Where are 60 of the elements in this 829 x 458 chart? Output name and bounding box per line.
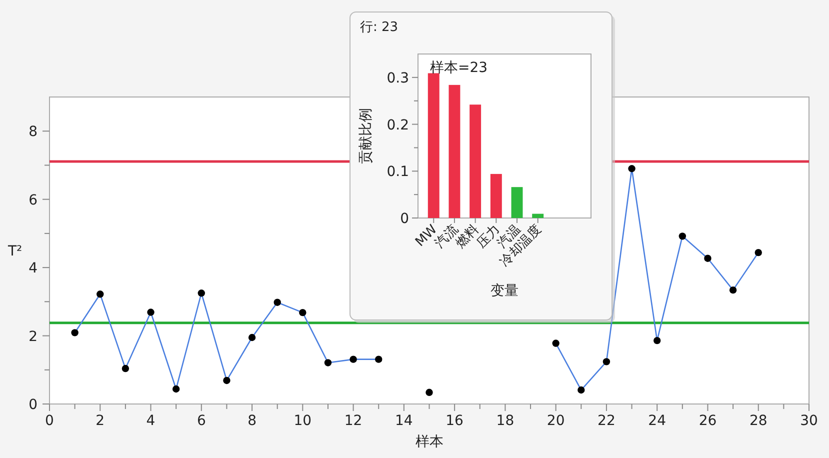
bar: [448, 84, 460, 218]
point: [426, 388, 433, 396]
point: [147, 308, 154, 316]
x-tick-label: 30: [800, 413, 818, 429]
y-tick-label: 8: [28, 124, 38, 140]
point: [172, 385, 180, 393]
point: [602, 358, 610, 366]
point: [248, 334, 256, 342]
point: [628, 165, 636, 172]
bar: [428, 73, 440, 218]
point: [375, 356, 382, 363]
y-tick-label: 6: [28, 192, 38, 208]
point: [324, 359, 332, 366]
y-axis-title: 贡献比例: [358, 108, 374, 164]
x-tick-label: 8: [248, 413, 256, 429]
point: [754, 248, 762, 256]
y-tick-label: 0.2: [386, 117, 409, 134]
point: [96, 290, 104, 298]
point: [678, 232, 686, 240]
x-tick-label: 10: [294, 413, 312, 429]
x-tick-label: 28: [749, 413, 768, 429]
y-tick-label: 0.3: [386, 70, 409, 86]
x-tick-label: 0: [45, 413, 54, 429]
x-axis-title: 样本: [415, 434, 444, 450]
point: [704, 254, 712, 262]
x-axis-title: 变量: [490, 283, 518, 299]
y-tick-label: 0.1: [386, 164, 409, 180]
point: [299, 308, 306, 316]
x-tick-label: 12: [344, 413, 362, 429]
x-tick-label: 2: [96, 413, 105, 429]
x-tick-label: 26: [698, 413, 717, 429]
point: [274, 298, 281, 306]
x-tick-label: 18: [496, 413, 514, 429]
bar: [532, 214, 544, 218]
x-tick-label: 16: [446, 413, 464, 429]
point: [198, 290, 205, 297]
point: [654, 336, 661, 344]
point: [122, 364, 130, 372]
point: [552, 340, 560, 347]
point: [71, 329, 78, 336]
x-tick-label: 24: [648, 413, 666, 429]
point: [223, 376, 230, 384]
chart-title: 行: 23: [360, 20, 398, 35]
x-tick-label: 6: [196, 413, 206, 429]
bar: [511, 187, 523, 218]
y-tick-label: 0: [28, 397, 38, 413]
x-tick-label: 22: [598, 413, 616, 429]
y-tick-label: 4: [28, 260, 38, 277]
y-tick-label: 0: [400, 211, 409, 227]
x-tick-label: 4: [146, 413, 156, 429]
y-tick-label: 2: [28, 328, 38, 345]
bar: [470, 104, 482, 218]
x-tick-label: 14: [395, 413, 413, 429]
y-axis-title: T²: [7, 244, 22, 260]
point: [350, 356, 357, 363]
point: [578, 386, 585, 394]
bar: [490, 174, 502, 218]
annotation: 样本=23: [430, 60, 488, 76]
point: [729, 286, 737, 294]
x-tick-label: 20: [546, 413, 565, 429]
